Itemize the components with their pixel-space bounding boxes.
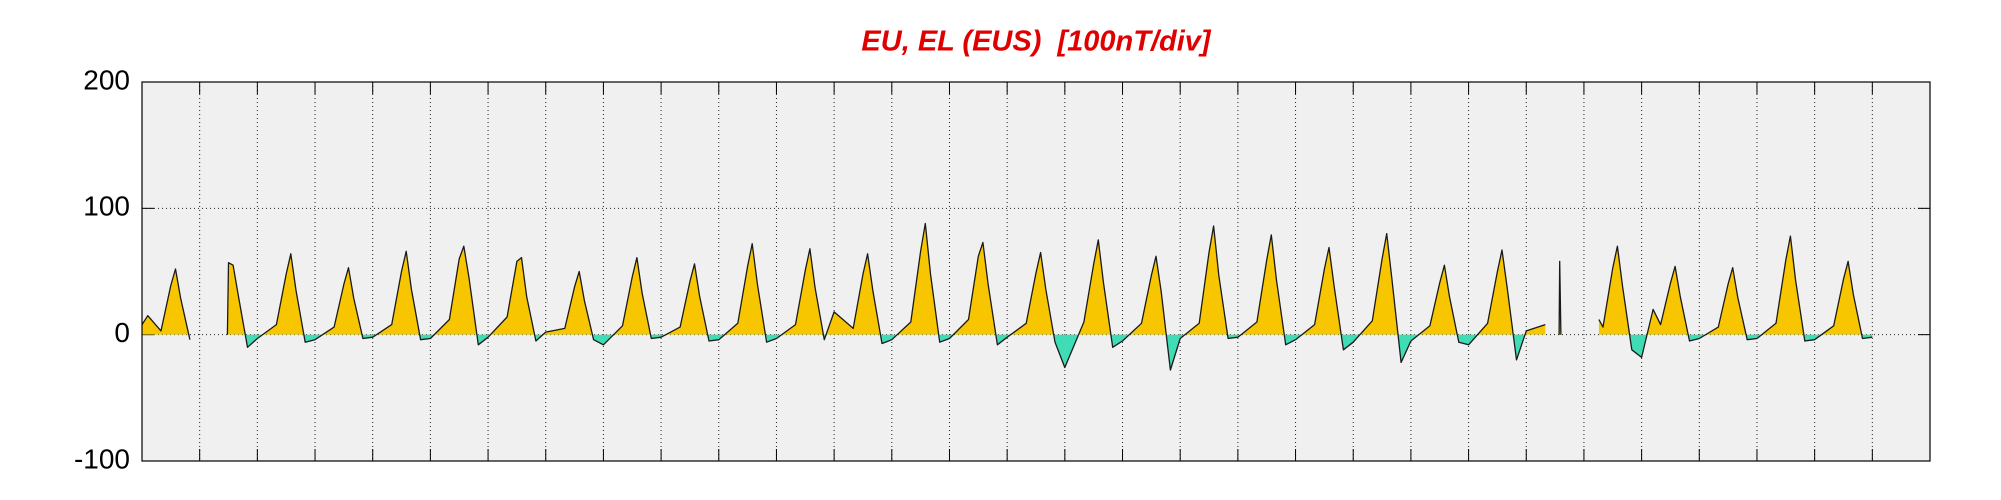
plot-frame	[141, 81, 1931, 462]
y-tick-label: 200	[83, 64, 130, 95]
data-line	[141, 222, 1873, 371]
y-tick-label: 100	[83, 191, 130, 222]
y-tick-label: -100	[74, 443, 130, 474]
y-tick-label: 0	[114, 317, 130, 348]
positive-area	[142, 223, 1862, 335]
chart-title: EU, EL (EUS) [100nT/div]	[861, 26, 1211, 58]
